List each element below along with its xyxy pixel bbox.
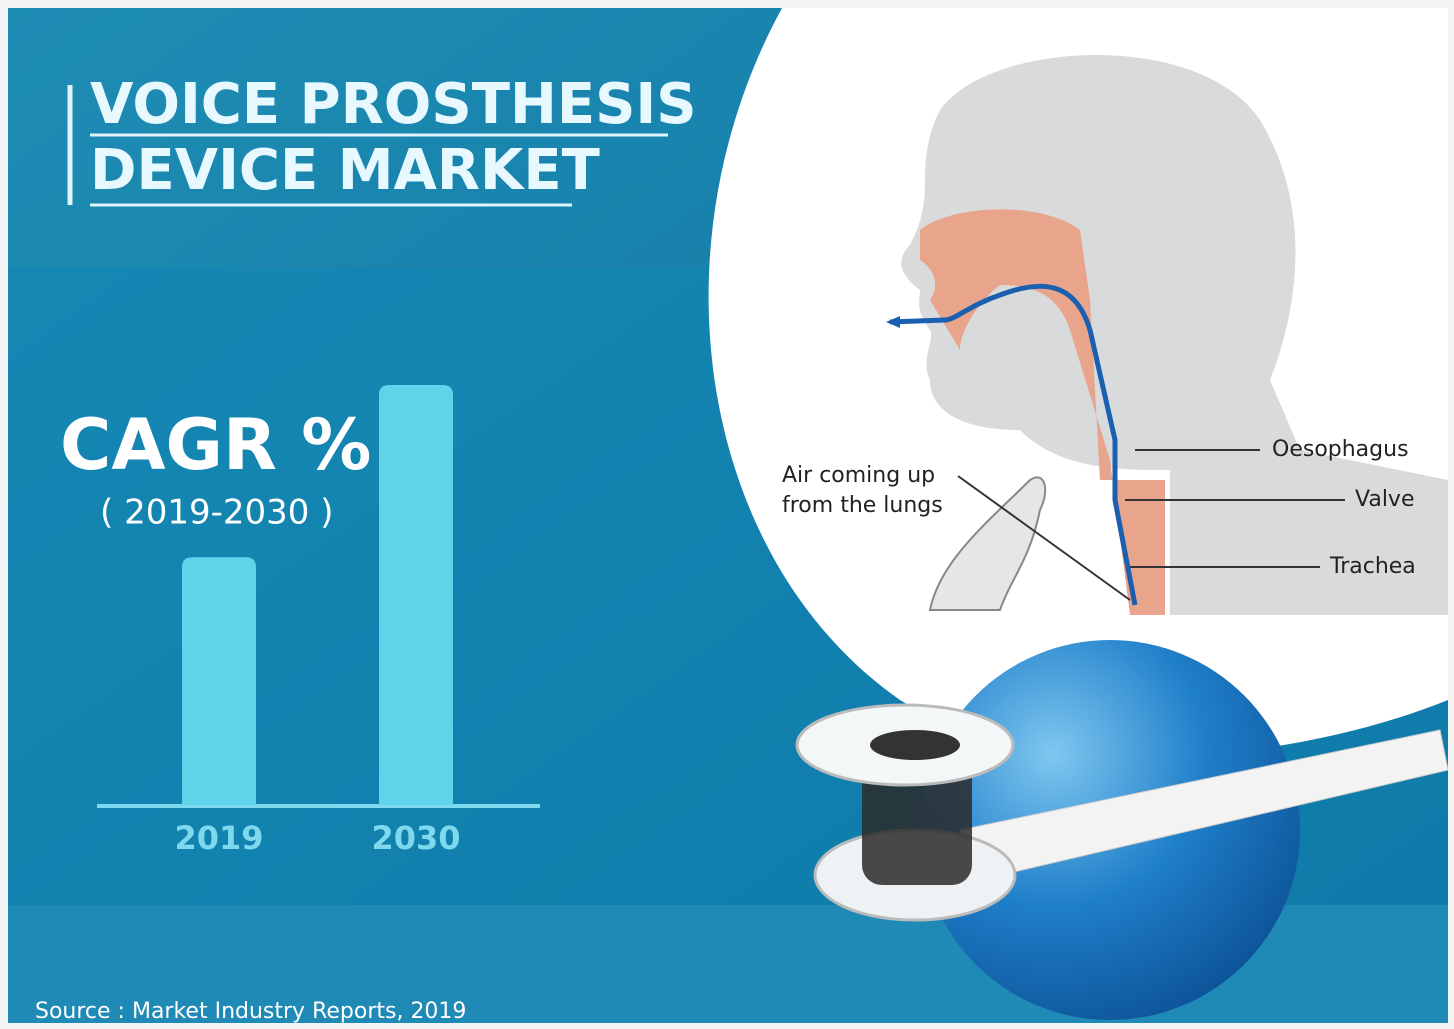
title-line: DEVICE MARKET — [90, 138, 600, 203]
diagram-label: Oesophagus — [1272, 437, 1409, 462]
diagram-label: from the lungs — [782, 493, 943, 518]
chart-subtitle: ( 2019-2030 ) — [100, 493, 333, 533]
x-tick-label: 2019 — [174, 819, 263, 857]
device-hole — [870, 730, 960, 760]
diagram-label: Valve — [1355, 487, 1415, 512]
diagram-label: Air coming up — [782, 463, 935, 488]
x-tick-label: 2030 — [371, 819, 460, 857]
chart-title: CAGR % — [60, 404, 371, 486]
diagram-label: Trachea — [1329, 554, 1416, 579]
infographic: VOICE PROSTHESIS DEVICE MARKET CAGR % ( … — [0, 0, 1454, 1029]
bar — [182, 557, 256, 805]
bar — [379, 385, 453, 805]
title-line: VOICE PROSTHESIS — [90, 72, 697, 137]
source: Source : Market Industry Reports, 2019 — [35, 999, 466, 1024]
